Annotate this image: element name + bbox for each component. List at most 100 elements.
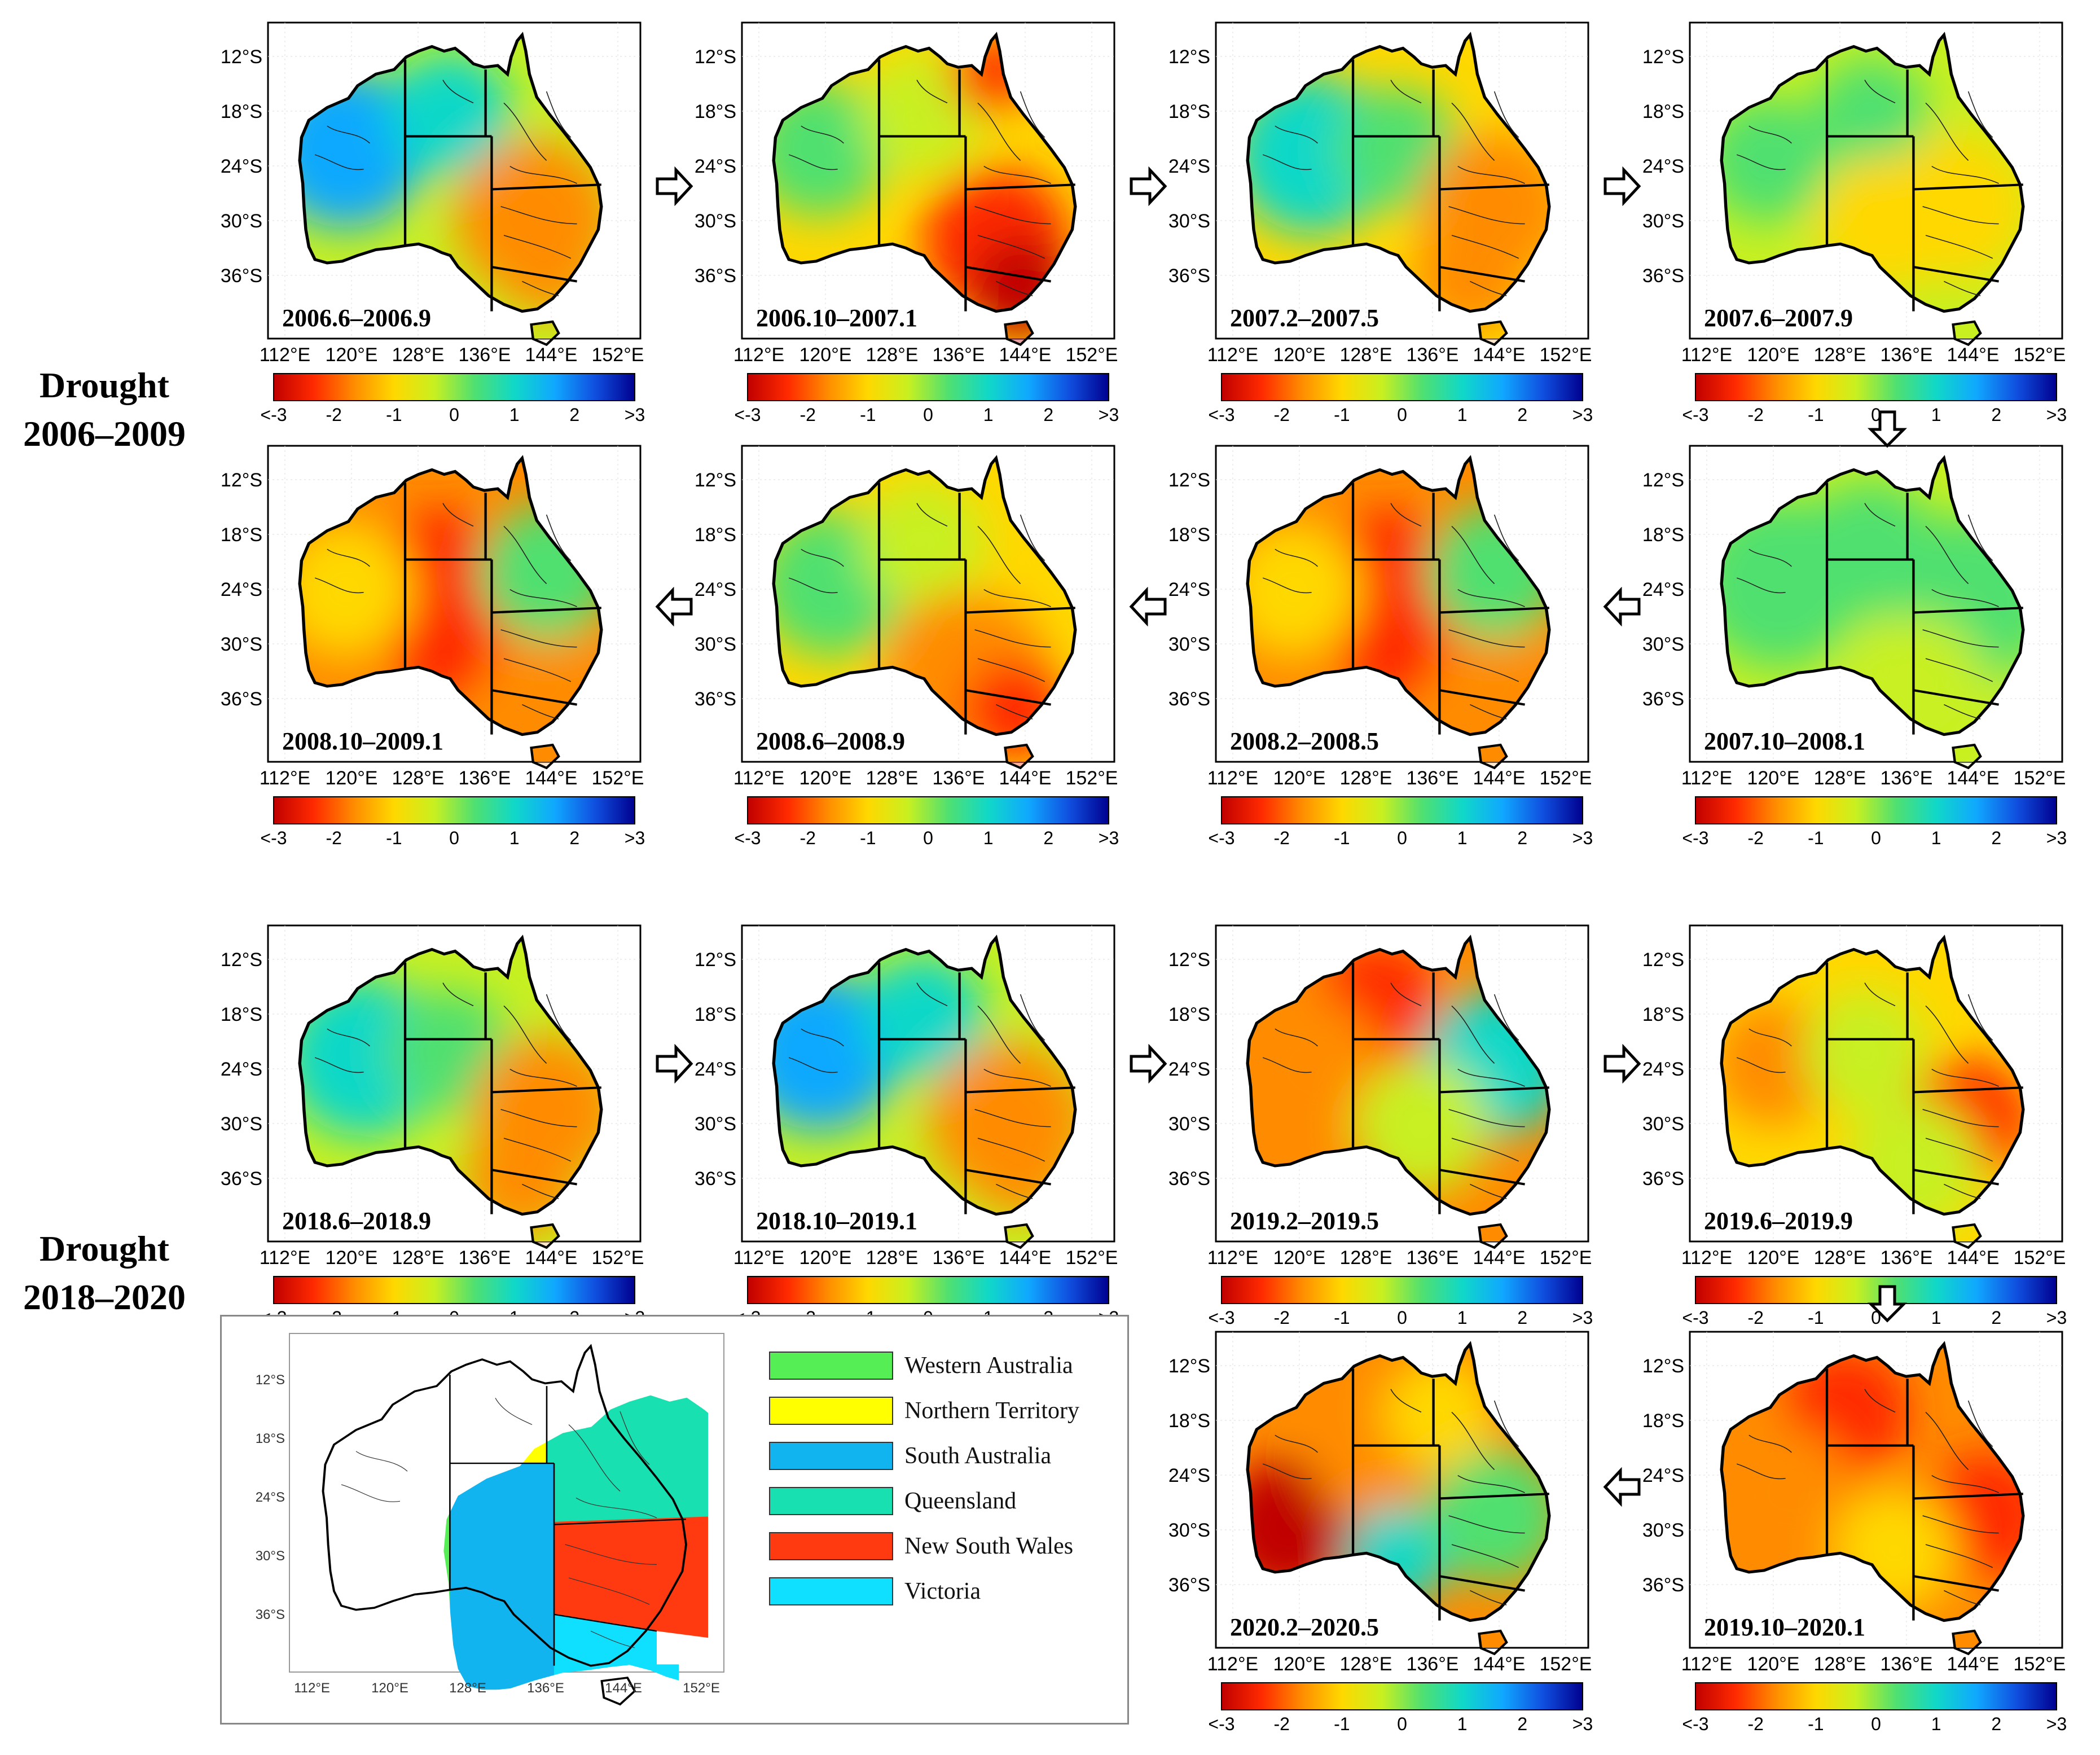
arrow-down-icon: [1868, 410, 1907, 448]
drought-index-map: 12°S 18°S 24°S 30°S 36°S 112°E 120°E 128°E 136°E…: [1642, 21, 2067, 425]
lon-tick-label: 136°E: [527, 1681, 564, 1696]
colorbar-tick-label: >3: [2046, 1714, 2067, 1734]
lat-tick-label: 30°S: [695, 1113, 736, 1135]
river: [546, 91, 572, 138]
lon-tick-label: 112°E: [1681, 1247, 1732, 1269]
legend-label: Western Australia: [904, 1353, 1073, 1379]
state-border: [491, 1086, 601, 1094]
lon-tick-label: 128°E: [392, 767, 444, 789]
river: [503, 235, 572, 259]
river: [1493, 91, 1519, 138]
lon-tick-label: 136°E: [1406, 767, 1458, 789]
lon-tick-label: 152°E: [683, 1681, 720, 1696]
lat-tick-label: 36°S: [695, 688, 736, 710]
colorbar-tick-label: 1: [983, 405, 994, 425]
legend-label: Victoria: [904, 1578, 981, 1604]
map-panel: 12°S 18°S 24°S 30°S 36°S 112°E 120°E 128°E 136°E…: [677, 920, 1119, 1349]
map-panel: 12°S 18°S 24°S 30°S 36°S 112°E 120°E 128°E 136°E…: [1625, 920, 2067, 1349]
river: [1020, 91, 1045, 138]
colorbar-tick-label: >3: [1572, 1308, 1593, 1328]
state-border: [1913, 1493, 2023, 1500]
lon-tick-label: 152°E: [1065, 767, 1118, 789]
lon-tick-label: 112°E: [1681, 1653, 1732, 1675]
lon-tick-label: 152°E: [1065, 344, 1118, 366]
lat-tick-label: 12°S: [1642, 949, 1684, 971]
river: [1262, 1463, 1312, 1480]
colorbar-tick-label: -1: [1334, 405, 1350, 425]
lat-tick-label: 18°S: [1168, 101, 1210, 122]
lat-tick-label: 12°S: [695, 949, 736, 971]
colorbar: [747, 796, 1109, 824]
state-border: [965, 607, 1075, 614]
river: [442, 80, 474, 104]
legend-item: Queensland: [769, 1486, 1016, 1516]
river: [1931, 1068, 1999, 1087]
lon-tick-label: 120°E: [1273, 1247, 1325, 1269]
period-label: 2008.6–2008.9: [756, 727, 905, 755]
river: [546, 994, 572, 1041]
lon-tick-label: 128°E: [1813, 1653, 1866, 1675]
colorbar-tick-label: -2: [1273, 1308, 1289, 1328]
river: [1451, 102, 1495, 161]
legend-swatch: [769, 1487, 893, 1515]
coastline: [772, 455, 1077, 736]
colorbar-tick-label: -2: [326, 828, 341, 848]
state-map: 12°S 18°S 24°S 30°S 36°S 112°E 120°E 128°E 136°E…: [256, 1333, 724, 1718]
lat-tick-label: 18°S: [221, 101, 262, 122]
colorbar-tick-label: -1: [1808, 1308, 1824, 1328]
lon-tick-label: 128°E: [1339, 344, 1392, 366]
colorbar-tick-label: >3: [2046, 1308, 2067, 1328]
lon-tick-label: 136°E: [1406, 1653, 1458, 1675]
colorbar-tick-label: -1: [386, 405, 402, 425]
lon-tick-label: 152°E: [2013, 1653, 2066, 1675]
lat-tick-label: 12°S: [1168, 470, 1210, 491]
colorbar: [1695, 1276, 2057, 1304]
lat-tick-label: 24°S: [695, 156, 736, 177]
lat-tick-label: 12°S: [1642, 470, 1684, 491]
lat-tick-label: 12°S: [695, 470, 736, 491]
colorbar-tick-label: -2: [1273, 405, 1289, 425]
drought-index-map: 12°S 18°S 24°S 30°S 36°S 112°E 120°E 128°E 136°E…: [221, 21, 645, 425]
lon-tick-label: 144°E: [1947, 1247, 1999, 1269]
state-border: [965, 1086, 1075, 1094]
legend-item: Western Australia: [769, 1350, 1073, 1381]
coastline: [1246, 934, 1551, 1216]
lon-tick-label: 120°E: [325, 1247, 377, 1269]
river: [1493, 514, 1519, 561]
colorbar-tick-label: >3: [625, 828, 645, 848]
lat-tick-label: 30°S: [1168, 634, 1210, 655]
river: [1448, 1515, 1525, 1534]
lat-tick-label: 24°S: [1642, 156, 1684, 177]
lon-tick-label: 128°E: [866, 767, 918, 789]
river: [1390, 80, 1422, 104]
river: [327, 1028, 370, 1047]
group-label-drought-2006-2009: Drought 2006–2009: [11, 361, 197, 458]
colorbar-tick-label: -1: [1808, 828, 1824, 848]
state-border: [1913, 607, 2023, 614]
river: [1493, 994, 1519, 1041]
coastline: [298, 934, 603, 1216]
river: [1448, 629, 1525, 648]
river: [1925, 1005, 1969, 1064]
lon-tick-label: 144°E: [525, 1247, 577, 1269]
period-label: 2019.6–2019.9: [1704, 1207, 1853, 1235]
river: [1448, 206, 1525, 225]
lon-tick-label: 112°E: [733, 344, 784, 366]
lon-tick-label: 112°E: [260, 1247, 310, 1269]
colorbar-tick-label: 2: [1991, 828, 2001, 848]
state-border: [491, 183, 601, 191]
river: [1944, 1590, 1981, 1605]
colorbar-tick-label: 0: [923, 828, 933, 848]
lat-tick-label: 30°S: [256, 1548, 285, 1564]
river: [1275, 1028, 1318, 1047]
lon-tick-label: 136°E: [1880, 1653, 1932, 1675]
lon-tick-label: 112°E: [733, 767, 784, 789]
lon-tick-label: 144°E: [1473, 1653, 1525, 1675]
river: [1451, 525, 1495, 584]
colorbar-tick-label: 0: [1871, 405, 1881, 425]
river: [503, 1138, 572, 1162]
river: [1925, 1138, 1993, 1162]
river: [1967, 1400, 1993, 1447]
river: [1493, 1400, 1519, 1447]
map-panel: 12°S 18°S 24°S 30°S 36°S 112°E 120°E 128°E 136°E…: [203, 440, 645, 869]
